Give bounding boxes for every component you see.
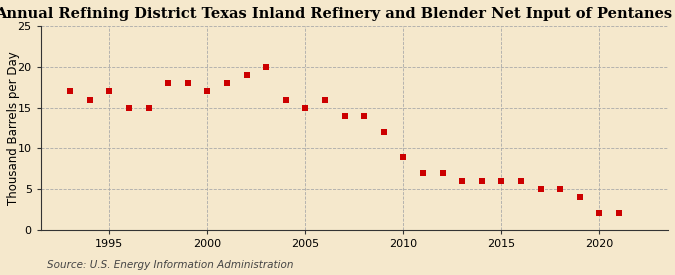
Y-axis label: Thousand Barrels per Day: Thousand Barrels per Day [7,51,20,205]
Title: Annual Refining District Texas Inland Refinery and Blender Net Input of Pentanes: Annual Refining District Texas Inland Re… [0,7,675,21]
Text: Source: U.S. Energy Information Administration: Source: U.S. Energy Information Administ… [47,260,294,270]
